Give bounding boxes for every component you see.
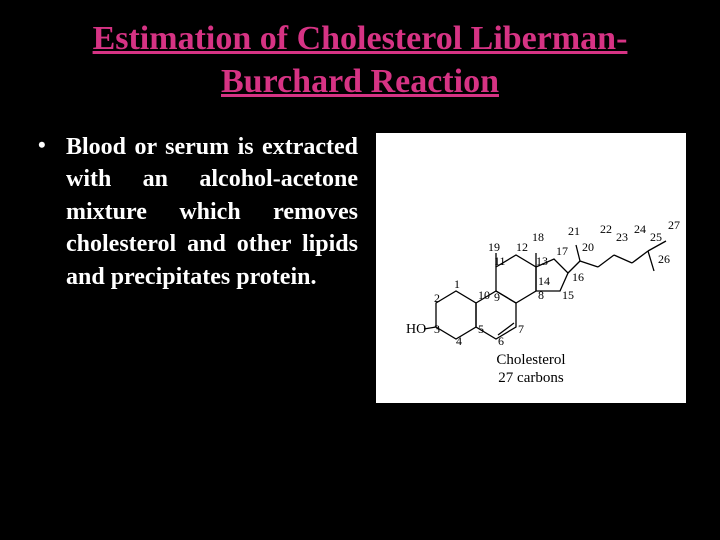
svg-text:21: 21	[568, 224, 580, 238]
diagram-caption: Cholesterol 27 carbons	[376, 351, 686, 387]
svg-text:13: 13	[536, 254, 548, 268]
svg-text:2: 2	[434, 291, 440, 305]
slide-title: Estimation of Cholesterol Liberman- Burc…	[0, 0, 720, 103]
bullet-block: • Blood or serum is extracted with an al…	[38, 131, 358, 403]
svg-text:15: 15	[562, 288, 574, 302]
svg-text:20: 20	[582, 240, 594, 254]
cholesterol-diagram: 1234567891011121314151617181920212223242…	[376, 133, 686, 403]
bullet-text: Blood or serum is extracted with an alco…	[66, 131, 358, 403]
svg-text:9: 9	[494, 290, 500, 304]
svg-text:4: 4	[456, 334, 462, 348]
content-row: • Blood or serum is extracted with an al…	[0, 103, 720, 403]
svg-text:27: 27	[668, 218, 680, 232]
bullet-marker: •	[38, 131, 66, 403]
svg-text:25: 25	[650, 230, 662, 244]
svg-text:1: 1	[454, 277, 460, 291]
svg-text:3: 3	[434, 322, 440, 336]
ho-label: HO	[406, 322, 426, 337]
svg-text:22: 22	[600, 222, 612, 236]
caption-line-2: 27 carbons	[498, 370, 563, 386]
svg-text:6: 6	[498, 334, 504, 348]
svg-text:5: 5	[478, 322, 484, 336]
svg-text:16: 16	[572, 270, 584, 284]
svg-text:26: 26	[658, 252, 670, 266]
svg-text:14: 14	[538, 274, 550, 288]
svg-text:23: 23	[616, 230, 628, 244]
svg-text:18: 18	[532, 230, 544, 244]
svg-text:19: 19	[488, 240, 500, 254]
svg-text:17: 17	[556, 244, 568, 258]
title-line-2: Burchard Reaction	[221, 63, 499, 100]
svg-text:24: 24	[634, 222, 646, 236]
svg-text:7: 7	[518, 322, 524, 336]
caption-line-1: Cholesterol	[496, 352, 565, 368]
svg-text:11: 11	[494, 254, 506, 268]
svg-text:12: 12	[516, 240, 528, 254]
title-line-1: Estimation of Cholesterol Liberman-	[93, 20, 628, 57]
svg-text:8: 8	[538, 288, 544, 302]
svg-text:10: 10	[478, 288, 490, 302]
